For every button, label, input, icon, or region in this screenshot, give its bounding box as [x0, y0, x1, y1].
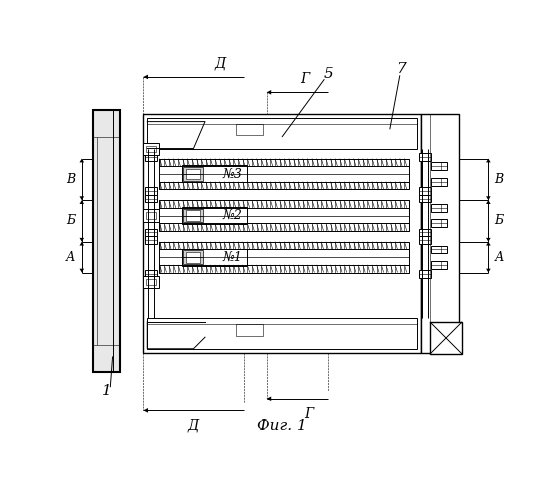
Bar [419, 194, 431, 202]
Bar [159, 158, 409, 190]
Bar [186, 210, 199, 221]
Bar [419, 153, 431, 161]
Bar [183, 250, 203, 264]
Polygon shape [143, 408, 148, 412]
Bar [236, 124, 263, 136]
Bar [419, 228, 431, 236]
Bar [143, 276, 159, 288]
Polygon shape [143, 74, 148, 79]
Bar [182, 248, 247, 266]
Bar [431, 261, 447, 268]
Polygon shape [486, 238, 491, 242]
Text: 5: 5 [323, 67, 333, 81]
Text: А: А [66, 250, 75, 264]
Polygon shape [267, 396, 271, 401]
Bar [186, 168, 199, 179]
Bar [147, 146, 156, 152]
Text: №2: №2 [222, 209, 242, 222]
Bar [419, 270, 431, 278]
Polygon shape [486, 268, 491, 272]
Bar [431, 204, 447, 212]
Polygon shape [79, 242, 84, 246]
Bar [147, 318, 417, 349]
Bar [143, 114, 420, 352]
Bar [159, 242, 409, 272]
Bar [147, 212, 156, 218]
Polygon shape [79, 200, 84, 204]
Bar [183, 167, 203, 181]
Bar [431, 220, 447, 227]
Bar [143, 143, 159, 156]
Bar [145, 187, 157, 194]
Polygon shape [79, 196, 84, 200]
Polygon shape [79, 238, 84, 242]
Text: А: А [494, 250, 504, 264]
Bar [147, 278, 156, 285]
Bar [159, 166, 409, 182]
Polygon shape [79, 268, 84, 272]
Bar [145, 153, 157, 161]
Bar [431, 162, 447, 170]
Bar [419, 236, 431, 244]
Polygon shape [79, 158, 84, 162]
Bar [159, 200, 409, 208]
Bar [182, 207, 247, 224]
Bar [159, 200, 409, 231]
Text: В: В [67, 173, 75, 186]
Text: Д: Д [215, 57, 226, 71]
Bar [182, 166, 247, 182]
Bar [145, 236, 157, 244]
Text: Г: Г [304, 406, 314, 420]
Bar [236, 324, 263, 336]
Polygon shape [486, 196, 491, 200]
Bar [420, 114, 459, 352]
Bar [430, 322, 462, 354]
Text: Г: Г [300, 72, 310, 86]
Bar [145, 228, 157, 236]
Bar [183, 208, 203, 222]
Polygon shape [486, 242, 491, 246]
Bar [143, 210, 159, 222]
Bar [159, 182, 409, 190]
Bar [147, 118, 417, 148]
Text: Б: Б [494, 214, 504, 228]
Bar [93, 110, 120, 372]
Text: №1: №1 [222, 250, 242, 264]
Bar [159, 223, 409, 231]
Bar [159, 158, 409, 166]
Bar [159, 208, 409, 223]
Text: Б: Б [67, 214, 75, 228]
Text: 1: 1 [102, 384, 112, 398]
Bar [145, 194, 157, 202]
Polygon shape [486, 200, 491, 204]
Text: Д: Д [188, 418, 199, 432]
Text: В: В [494, 173, 504, 186]
Bar [159, 242, 409, 250]
Polygon shape [486, 158, 491, 162]
Bar [431, 178, 447, 186]
Bar [145, 270, 157, 278]
Bar [431, 246, 447, 254]
Bar [419, 187, 431, 194]
Text: №3: №3 [222, 168, 242, 180]
Bar [159, 250, 409, 265]
Text: Фиг. 1: Фиг. 1 [257, 419, 307, 432]
Bar [186, 252, 199, 262]
Polygon shape [267, 90, 271, 94]
Bar [159, 265, 409, 272]
Text: 7: 7 [397, 62, 406, 76]
